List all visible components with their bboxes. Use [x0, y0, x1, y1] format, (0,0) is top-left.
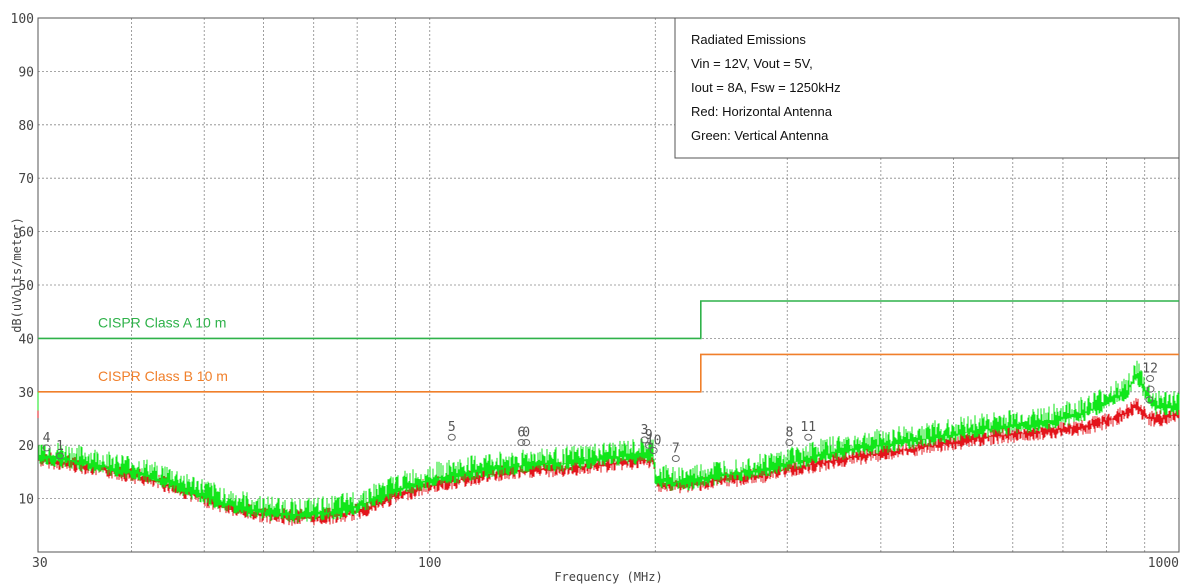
y-tick-label: 80 — [18, 119, 34, 134]
y-tick-label: 90 — [18, 65, 34, 80]
marker-label: 8 — [785, 426, 793, 441]
x-tick-label: 30 — [32, 556, 48, 571]
limit-label: CISPR Class A 10 m — [98, 314, 226, 330]
x-tick-label: 100 — [418, 556, 441, 571]
legend-line-red: Red: Horizontal Antenna — [691, 104, 833, 119]
x-axis-label: Frequency (MHz) — [554, 570, 662, 584]
limit-line — [38, 300, 1179, 340]
x-tick-label: 1000 — [1148, 556, 1179, 571]
limit-line — [38, 353, 1179, 393]
legend-line-green: Green: Vertical Antenna — [691, 128, 829, 143]
limit-label: CISPR Class B 10 m — [98, 368, 228, 384]
y-tick-label: 30 — [18, 386, 34, 401]
legend-line-title: Radiated Emissions — [691, 32, 806, 47]
marker-circle — [56, 452, 65, 460]
limit-lines: CISPR Class A 10 m CISPR Class B 10 m — [38, 300, 1179, 393]
marker-circle — [1145, 396, 1154, 404]
marker-label: 9 — [645, 428, 653, 443]
y-axis-label: dB(uVolts/meter) — [10, 217, 24, 333]
legend-line-voltage: Vin = 12V, Vout = 5V, — [691, 56, 813, 71]
marker-circle — [447, 433, 456, 441]
marker-circle — [1146, 385, 1155, 393]
marker-circle — [671, 455, 680, 463]
marker-label: 1 — [56, 439, 64, 454]
marker-circle — [517, 439, 526, 447]
marker-circle — [42, 444, 51, 452]
plot-frame — [37, 17, 1180, 553]
marker-label: 6 — [517, 426, 525, 441]
marker-label: 12 — [1142, 361, 1158, 376]
marker-label: 7 — [672, 442, 680, 457]
legend: Radiated Emissions Vin = 12V, Vout = 5V,… — [674, 17, 1180, 159]
y-tick-label: 10 — [18, 493, 34, 508]
marker-label: 11 — [800, 420, 816, 435]
marker-label: 5 — [448, 420, 456, 435]
marker-label: 3 — [641, 423, 649, 438]
marker-circle — [804, 433, 813, 441]
series-trace — [37, 398, 1180, 526]
marker-label: 4 — [43, 431, 51, 446]
y-tick-label: 50 — [18, 279, 34, 294]
series-trace — [37, 360, 1180, 523]
legend-box — [674, 17, 1180, 159]
y-tick-label: 20 — [18, 439, 34, 454]
y-tick-label: 40 — [18, 332, 34, 347]
marker-circle — [1146, 374, 1155, 382]
marker-circle — [785, 439, 794, 447]
marker-circle — [522, 439, 531, 447]
marker-circle — [640, 436, 649, 444]
marker-circle — [649, 447, 658, 455]
marker-circle — [644, 441, 653, 449]
marker-label: 0 — [522, 426, 530, 441]
y-tick-label: 100 — [11, 12, 34, 27]
marker-label: 10 — [646, 434, 662, 449]
series-group — [37, 360, 1180, 526]
legend-line-current: Iout = 8A, Fsw = 1250kHz — [691, 80, 841, 95]
y-tick-label: 60 — [18, 226, 34, 241]
y-tick-label: 70 — [18, 172, 34, 187]
